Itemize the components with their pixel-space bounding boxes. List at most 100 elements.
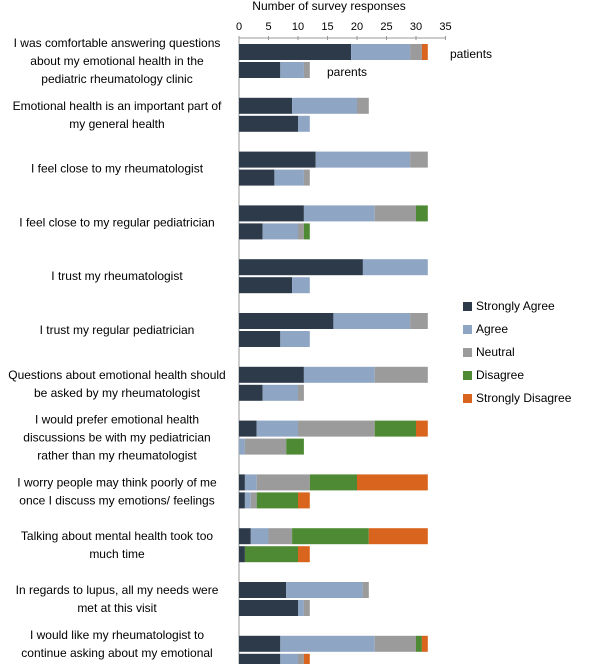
- parents-bar-segment: [239, 277, 293, 294]
- legend-label: Strongly Disagree: [476, 391, 572, 405]
- patients-series-label: patients: [450, 47, 492, 61]
- patients-bar-segment: [416, 420, 428, 437]
- bars-group: [239, 44, 428, 664]
- patients-bar-segment: [410, 151, 428, 168]
- parents-bar-segment: [262, 223, 298, 240]
- question-label: I was comfortable answering questions: [14, 36, 221, 50]
- legend-swatch: [463, 371, 472, 380]
- patients-bar-segment: [239, 582, 287, 598]
- parents-bar-segment: [274, 169, 304, 186]
- question-label: Questions about emotional health should: [8, 368, 225, 382]
- patients-bar-segment: [368, 528, 428, 545]
- patients-bar-segment: [374, 635, 416, 652]
- question-label: I would like my rheumatologist to: [30, 628, 204, 642]
- patients-bar-segment: [421, 44, 428, 60]
- parents-bar-segment: [239, 331, 281, 347]
- parents-bar-segment: [239, 169, 275, 186]
- parents-bar-segment: [298, 653, 304, 664]
- x-axis-ticks: 0 5 10 15 20 25 30 35: [236, 21, 452, 40]
- parents-bar-segment: [250, 492, 257, 509]
- patients-bar-segment: [239, 420, 257, 437]
- patients-bar-segment: [309, 474, 357, 491]
- question-label: be asked by my rheumatologist: [34, 386, 201, 400]
- patients-bar-segment: [374, 420, 416, 437]
- patients-bar-segment: [239, 259, 363, 276]
- question-label: met at this visit: [77, 601, 157, 615]
- parents-bar-segment: [298, 115, 310, 132]
- patients-bar-segment: [315, 151, 411, 168]
- patients-bar-segment: [416, 635, 422, 652]
- question-label: I trust my rheumatologist: [51, 269, 183, 283]
- patients-bar-segment: [256, 474, 310, 491]
- parents-bar-segment: [303, 653, 310, 664]
- patients-bar-segment: [239, 313, 334, 329]
- legend-swatch: [463, 394, 472, 403]
- parents-bar-segment: [298, 546, 310, 563]
- question-label: about my emotional health in the: [30, 54, 204, 68]
- patients-bar-segment: [357, 97, 369, 114]
- patients-bar-segment: [239, 528, 251, 545]
- parents-bar-segment: [303, 62, 310, 78]
- question-label: I feel close to my rheumatologist: [31, 162, 204, 176]
- patients-bar-segment: [357, 474, 428, 491]
- parents-bar-segment: [239, 653, 281, 664]
- question-label: rather than my rheumatologist: [37, 449, 197, 463]
- patients-bar-segment: [239, 366, 304, 383]
- patients-bar-segment: [239, 474, 245, 491]
- parents-series-label: parents: [327, 65, 367, 79]
- legend-swatch: [463, 302, 472, 311]
- parents-bar-segment: [298, 223, 304, 240]
- patients-bar-segment: [244, 474, 257, 491]
- question-label: much time: [89, 547, 145, 561]
- question-labels: I was comfortable answering questions abo…: [8, 36, 225, 664]
- legend-label: Disagree: [476, 368, 524, 382]
- parents-bar-segment: [239, 600, 298, 616]
- patients-bar-segment: [298, 420, 375, 437]
- parents-bar-segment: [239, 384, 263, 401]
- question-label: Talking about mental health took too: [21, 529, 213, 543]
- question-label: once I discuss my emotions/ feelings: [19, 493, 214, 507]
- parents-bar-segment: [292, 277, 310, 294]
- question-label: I worry people may think poorly of me: [17, 475, 217, 489]
- question-label: I trust my regular pediatrician: [40, 323, 195, 337]
- parents-bar-segment: [239, 115, 298, 132]
- legend-label: Neutral: [476, 345, 515, 359]
- parents-bar-segment: [239, 492, 245, 509]
- parents-bar-segment: [286, 438, 304, 455]
- legend-swatch: [463, 325, 472, 334]
- question-label: continue asking about my emotional: [21, 646, 212, 660]
- parents-bar-segment: [298, 600, 304, 616]
- parents-bar-segment: [298, 492, 310, 509]
- patients-bar-segment: [292, 97, 357, 114]
- x-tick-label: 25: [380, 21, 392, 33]
- parents-bar-segment: [280, 653, 298, 664]
- patients-bar-segment: [239, 205, 304, 222]
- patients-bar-segment: [239, 635, 281, 652]
- parents-bar-segment: [244, 546, 298, 563]
- parents-bar-segment: [256, 492, 298, 509]
- patients-bar-segment: [286, 582, 363, 598]
- parents-bar-segment: [244, 492, 251, 509]
- patients-bar-segment: [374, 205, 416, 222]
- question-label: I feel close to my regular pediatrician: [19, 215, 214, 229]
- patients-bar-segment: [410, 44, 422, 60]
- patients-bar-segment: [362, 259, 428, 276]
- question-label: I would prefer emotional health: [35, 413, 199, 427]
- parents-bar-segment: [303, 600, 310, 616]
- x-tick-label: 0: [236, 21, 242, 33]
- patients-bar-segment: [362, 582, 369, 598]
- parents-bar-segment: [280, 62, 304, 78]
- parents-bar-segment: [244, 438, 287, 455]
- patients-bar-segment: [333, 313, 411, 329]
- legend-swatch: [463, 348, 472, 357]
- x-axis-title: Number of survey responses: [252, 0, 405, 13]
- parents-bar-segment: [239, 223, 263, 240]
- patients-bar-segment: [239, 44, 352, 60]
- parents-bar-segment: [262, 384, 298, 401]
- x-tick-label: 30: [410, 21, 422, 33]
- patients-bar-segment: [250, 528, 269, 545]
- parents-bar-segment: [303, 223, 310, 240]
- question-label: my general health: [69, 117, 164, 131]
- x-tick-label: 10: [292, 21, 304, 33]
